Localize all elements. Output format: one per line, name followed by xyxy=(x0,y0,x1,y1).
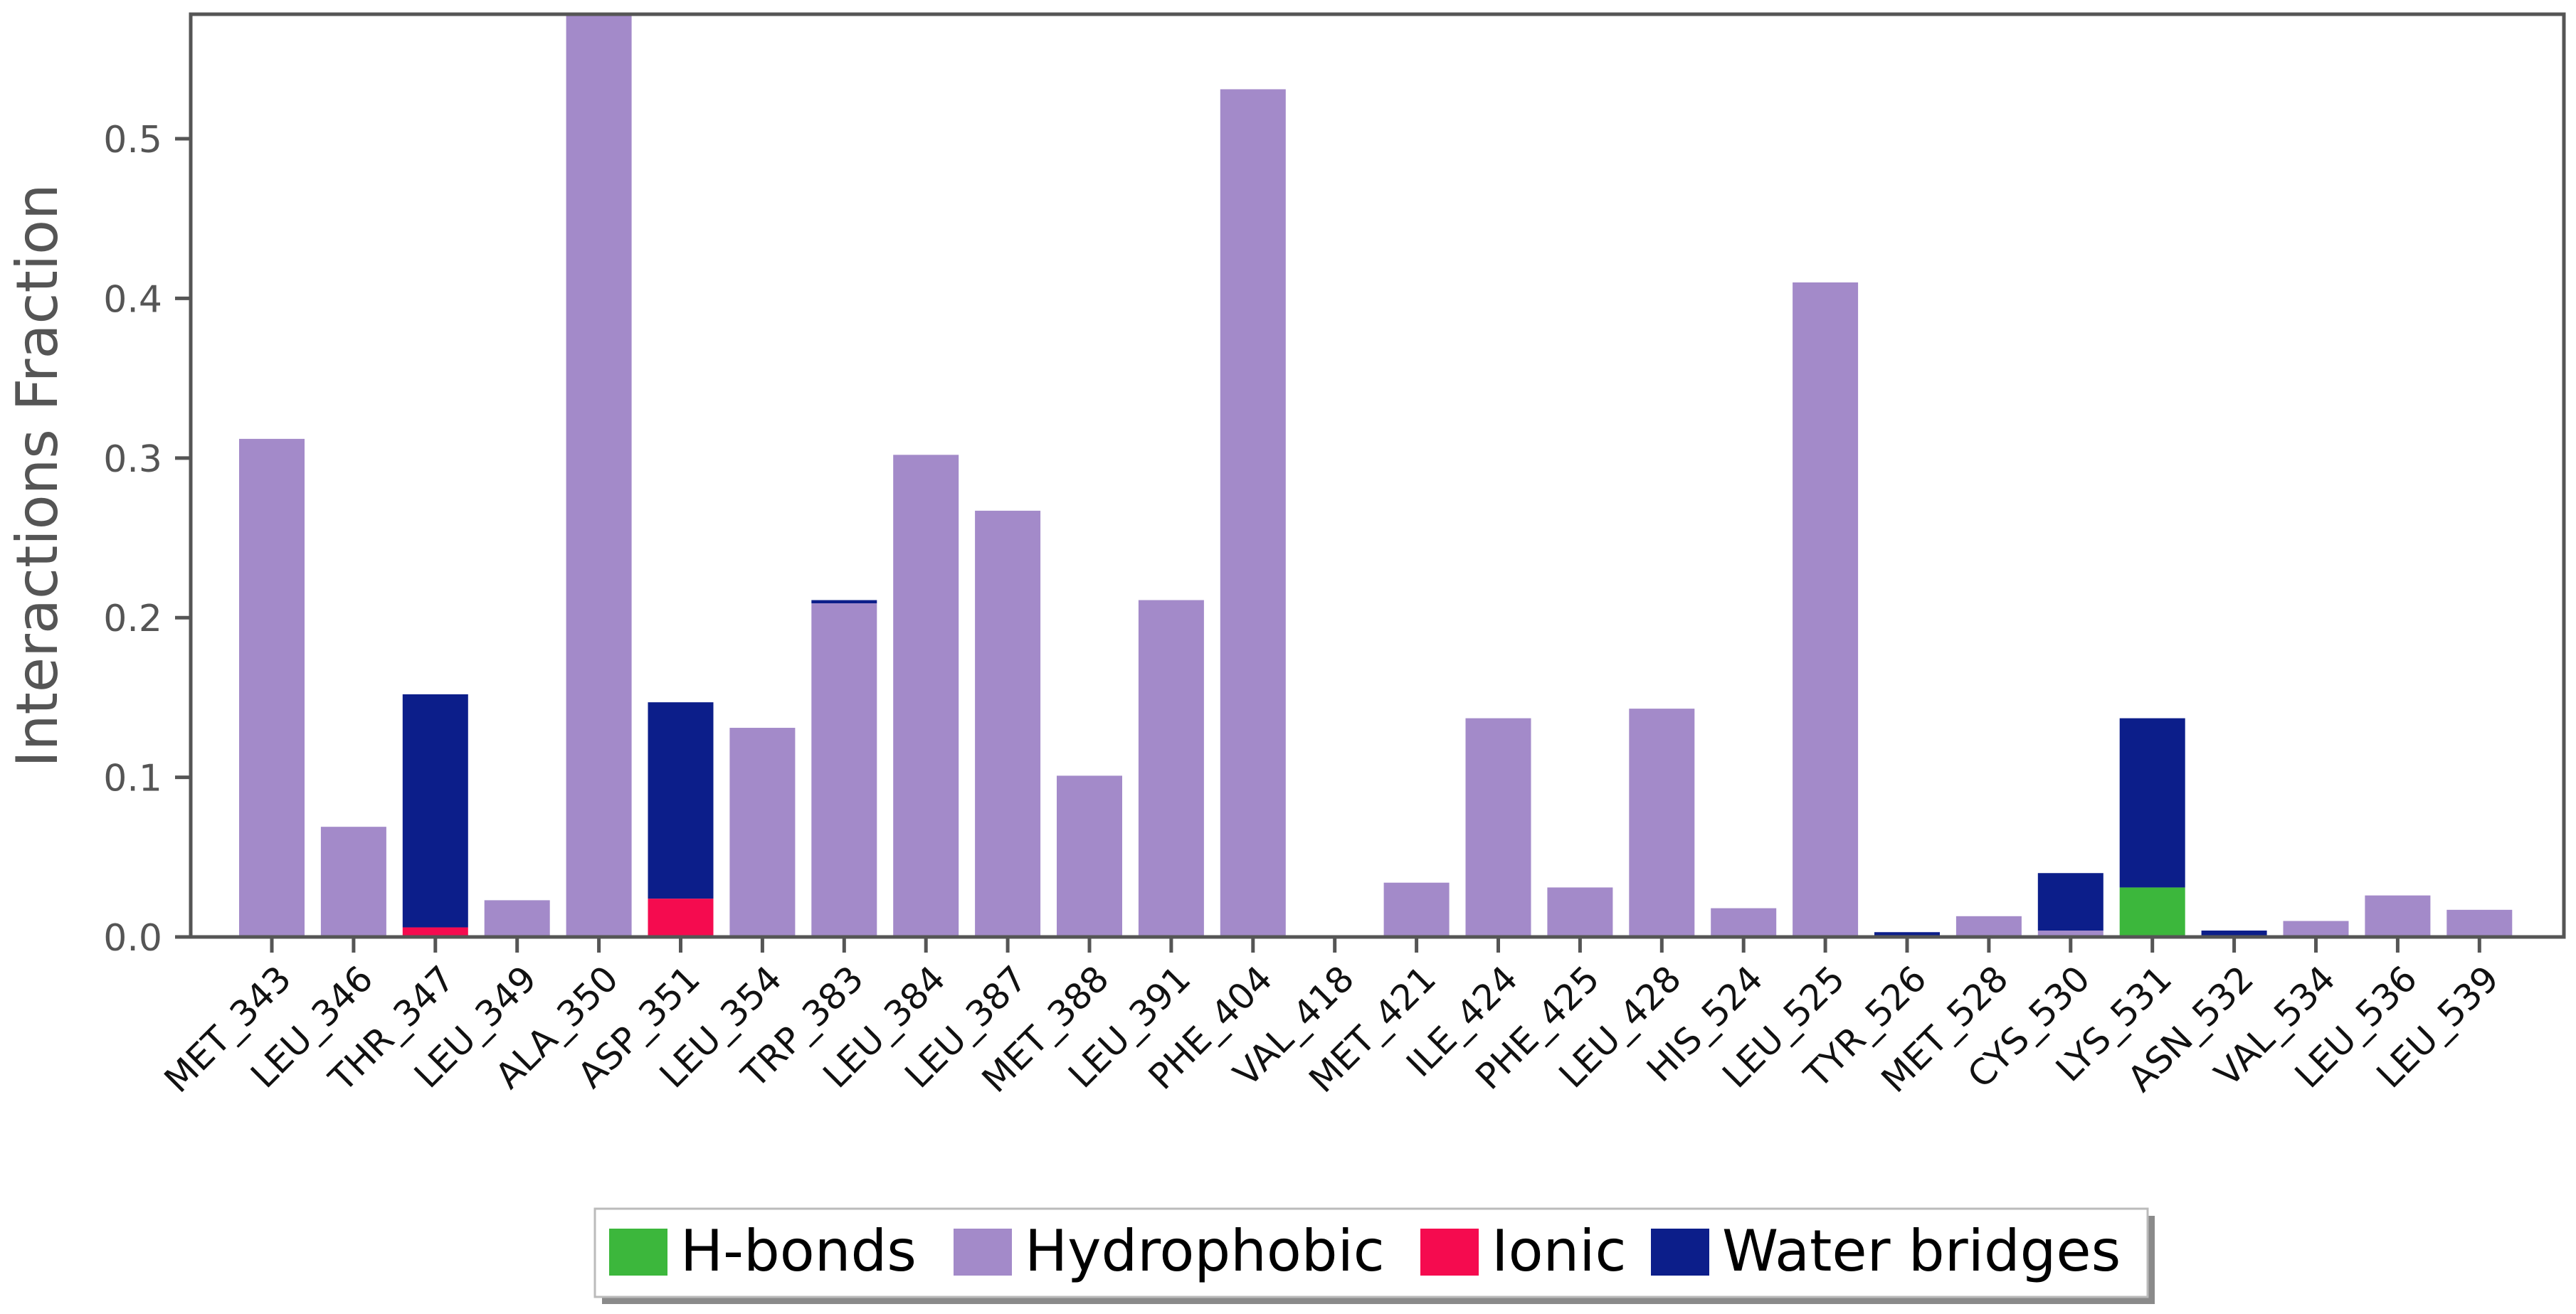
y-tick-label: 0.5 xyxy=(103,119,162,161)
bar-ala-350-hydrophobic xyxy=(566,14,632,937)
plot-frame xyxy=(189,12,2566,939)
bar-phe-425-hydrophobic xyxy=(1547,887,1613,937)
x-axis: MET_343LEU_346THR_347LEU_349ALA_350ASP_3… xyxy=(157,937,2507,1101)
bar-met-388-hydrophobic xyxy=(1057,775,1122,937)
y-tick-label: 0.4 xyxy=(103,278,162,321)
legend-box xyxy=(593,1207,2149,1298)
bar-ile-424-hydrophobic xyxy=(1465,718,1531,937)
y-tick-label: 0.3 xyxy=(103,438,162,481)
y-tick-label: 0.2 xyxy=(103,598,162,640)
bar-leu-346-hydrophobic xyxy=(320,827,386,937)
bar-leu-428-hydrophobic xyxy=(1629,709,1695,937)
bar-lys-531-h-bonds xyxy=(2119,887,2185,937)
bar-asn-532-water-bridges xyxy=(2201,931,2267,937)
bar-asp-351-ionic xyxy=(648,899,714,937)
bar-met-528-hydrophobic xyxy=(1955,916,2022,937)
legend-swatch-water-bridges xyxy=(1651,1229,1709,1276)
y-tick-label: 0.1 xyxy=(103,758,162,800)
legend-swatch-hydrophobic xyxy=(954,1229,1012,1276)
legend-label-water-bridges: Water bridges xyxy=(1722,1218,2121,1284)
bar-trp-383-water-bridges xyxy=(811,600,877,604)
bar-leu-391-hydrophobic xyxy=(1138,600,1204,937)
bar-leu-525-hydrophobic xyxy=(1793,282,1859,938)
legend-label-ionic: Ionic xyxy=(1492,1218,1626,1284)
bar-asp-351-water-bridges xyxy=(648,702,714,899)
bar-leu-384-hydrophobic xyxy=(893,455,959,937)
legend-swatch-h-bonds xyxy=(609,1229,667,1276)
bar-leu-536-hydrophobic xyxy=(2365,895,2431,937)
bar-tyr-526-water-bridges xyxy=(1874,932,1940,937)
bar-thr-347-ionic xyxy=(402,927,468,937)
bars-layer xyxy=(239,14,2513,938)
bar-phe-404-hydrophobic xyxy=(1220,89,1286,937)
legend-swatch-ionic xyxy=(1420,1229,1479,1276)
y-axis-label: Interactions Fraction xyxy=(4,184,70,767)
legend: H-bonds Hydrophobic Ionic Water bridges xyxy=(593,1207,2155,1304)
legend-label-h-bonds: H-bonds xyxy=(680,1218,917,1284)
bar-cys-530-water-bridges xyxy=(2037,873,2103,931)
bar-val-534-hydrophobic xyxy=(2283,921,2349,937)
y-axis: 0.0 0.1 0.2 0.3 0.4 0.5 xyxy=(103,119,191,960)
bar-leu-349-hydrophobic xyxy=(484,900,550,937)
bar-met-421-hydrophobic xyxy=(1383,882,1450,937)
legend-label-hydrophobic: Hydrophobic xyxy=(1025,1218,1385,1284)
bar-leu-387-hydrophobic xyxy=(975,510,1041,937)
bar-lys-531-water-bridges xyxy=(2119,718,2185,888)
bar-leu-539-hydrophobic xyxy=(2446,909,2513,937)
bar-cys-530-hydrophobic xyxy=(2037,931,2103,937)
bar-met-343-hydrophobic xyxy=(239,438,305,937)
y-tick-label: 0.0 xyxy=(103,917,162,960)
bar-trp-383-hydrophobic xyxy=(811,603,877,937)
bar-thr-347-water-bridges xyxy=(402,694,468,928)
bar-his-524-hydrophobic xyxy=(1711,908,1777,937)
bar-leu-354-hydrophobic xyxy=(729,728,796,937)
